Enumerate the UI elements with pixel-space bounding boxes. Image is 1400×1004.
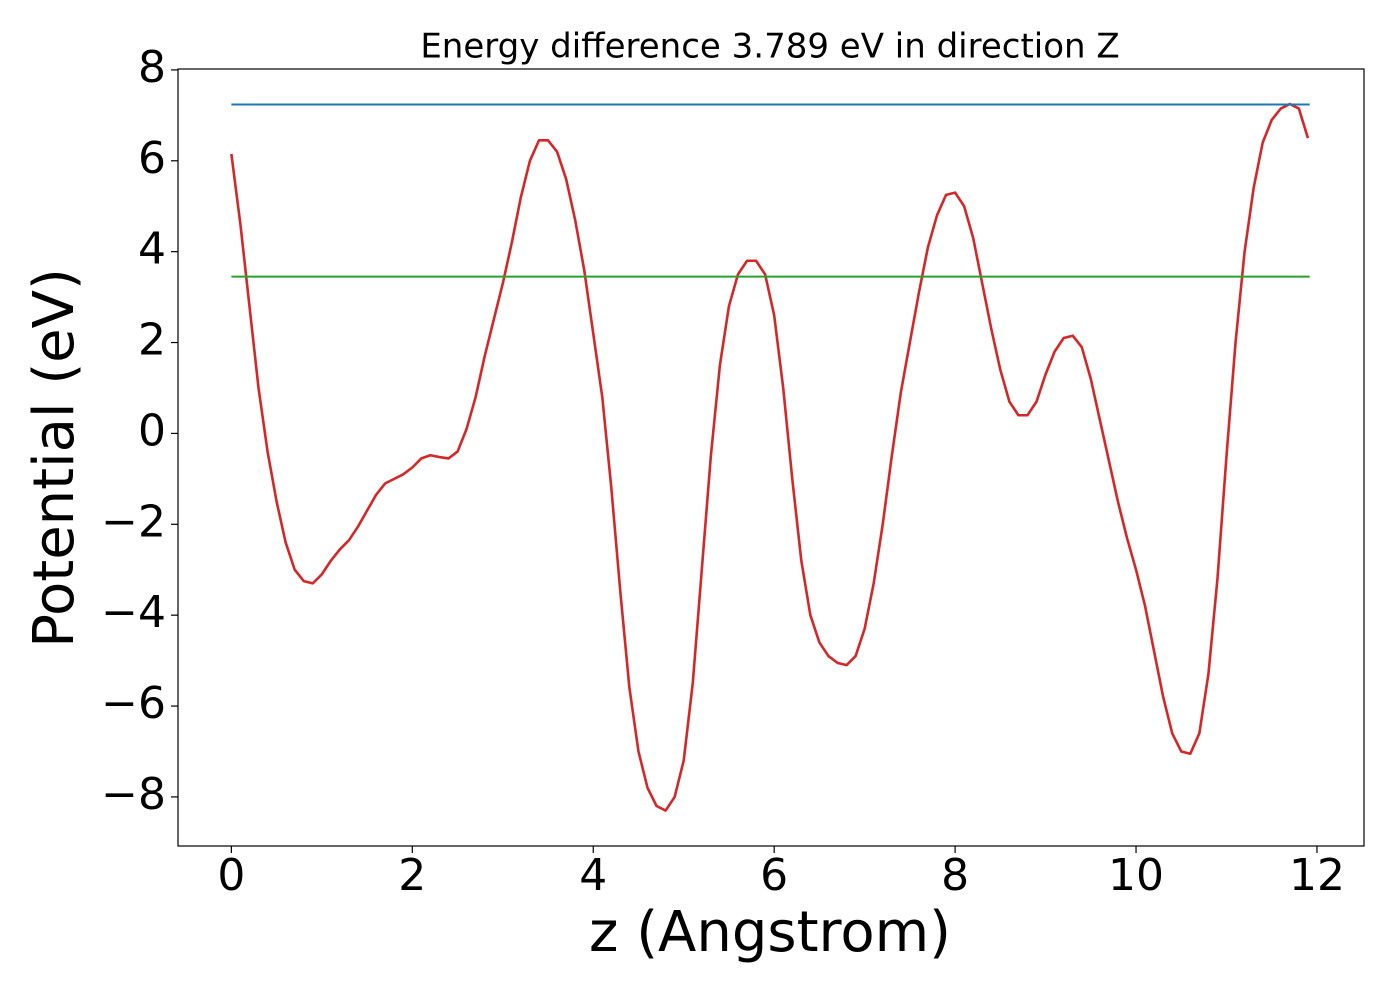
plot-frame: [177, 68, 1365, 847]
x-axis-label: z (Angstrom): [589, 900, 951, 965]
y-axis-label: Potential (eV): [22, 268, 87, 648]
y-tick-label: −6: [101, 678, 166, 729]
x-tick-label: 6: [760, 850, 788, 901]
y-tick-label: 4: [138, 224, 166, 275]
y-tick-label: 0: [138, 405, 166, 456]
x-tick-label: 8: [941, 850, 969, 901]
x-tick-label: 4: [579, 850, 607, 901]
y-tick-label: 2: [138, 315, 166, 366]
chart-title: Energy difference 3.789 eV in direction …: [420, 27, 1119, 67]
x-tick-label: 0: [217, 850, 245, 901]
x-tick-label: 2: [398, 850, 426, 901]
y-tick-label: −2: [101, 496, 166, 547]
y-tick-label: −4: [101, 587, 166, 638]
y-tick-label: 6: [138, 133, 166, 184]
data-line: [230, 102, 1310, 812]
x-tick-label: 10: [1108, 850, 1164, 901]
y-tick-label: 8: [138, 42, 166, 93]
y-tick-label: −8: [101, 769, 166, 820]
x-tick-label: 12: [1289, 850, 1345, 901]
